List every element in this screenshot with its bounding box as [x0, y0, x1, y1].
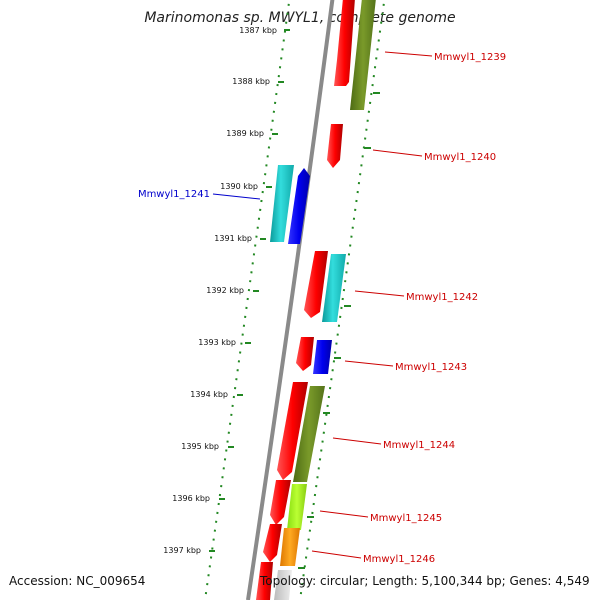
- cds-feature[interactable]: [280, 528, 300, 566]
- cds-feature[interactable]: [293, 386, 325, 482]
- gene-label-1240[interactable]: Mmwyl1_1240: [424, 152, 496, 163]
- gene-labels: Mmwyl1_1239 Mmwyl1_1240 Mmwyl1_1241 Mmwy…: [138, 52, 506, 565]
- cds-feature[interactable]: [296, 337, 314, 371]
- genome-stats-text: Topology: circular; Length: 5,100,344 bp…: [260, 574, 590, 588]
- tick-labels: 1387 kbp 1388 kbp 1389 kbp 1390 kbp 1391…: [163, 26, 277, 555]
- tick-label: 1390 kbp: [220, 182, 258, 191]
- cds-feature[interactable]: [287, 484, 307, 530]
- ruler-ticks: [209, 29, 290, 552]
- cds-feature[interactable]: [334, 0, 355, 86]
- forward-cds-features: [256, 0, 376, 600]
- leader-line: [332, 437, 382, 445]
- leader-line: [311, 550, 362, 559]
- cds-feature[interactable]: [313, 340, 332, 374]
- tick-label: 1395 kbp: [181, 442, 219, 451]
- leader-line: [354, 290, 405, 297]
- map-title: Marinomonas sp. MWYL1, complete genome: [144, 10, 456, 26]
- tick-label: 1387 kbp: [239, 26, 277, 35]
- tick-label: 1391 kbp: [214, 234, 252, 243]
- leader-line: [344, 360, 394, 367]
- accession-text: Accession: NC_009654: [9, 574, 146, 588]
- cds-feature[interactable]: [350, 0, 376, 110]
- tick-label: 1393 kbp: [198, 338, 236, 347]
- cds-feature[interactable]: [288, 168, 310, 244]
- cds-feature[interactable]: [256, 562, 273, 600]
- outer-ticks: [298, 92, 380, 569]
- cds-feature[interactable]: [270, 165, 294, 242]
- ruler-dotted-line: [204, 0, 291, 600]
- outer-dotted-line: [299, 0, 386, 600]
- leader-line: [319, 510, 369, 518]
- cds-feature[interactable]: [322, 254, 346, 322]
- tick-label: 1397 kbp: [163, 546, 201, 555]
- genome-backbone: [246, 0, 335, 600]
- leader-lines: [212, 51, 433, 559]
- cds-feature[interactable]: [263, 524, 282, 562]
- gene-label-1239[interactable]: Mmwyl1_1239: [434, 52, 506, 63]
- tick-label: 1392 kbp: [206, 286, 244, 295]
- cds-feature[interactable]: [304, 251, 328, 318]
- leader-line: [212, 193, 261, 200]
- leader-line: [372, 149, 423, 157]
- tick-label: 1388 kbp: [232, 77, 270, 86]
- leader-line: [384, 51, 433, 57]
- tick-label: 1394 kbp: [190, 390, 228, 399]
- gene-label-1245[interactable]: Mmwyl1_1245: [370, 513, 442, 524]
- cds-feature[interactable]: [327, 124, 343, 168]
- gene-label-1242[interactable]: Mmwyl1_1242: [406, 292, 478, 303]
- gene-label-1246[interactable]: Mmwyl1_1246: [363, 554, 435, 565]
- gene-label-1243[interactable]: Mmwyl1_1243: [395, 362, 467, 373]
- gene-label-1241[interactable]: Mmwyl1_1241: [138, 189, 210, 200]
- tick-label: 1396 kbp: [172, 494, 210, 503]
- gene-label-1244[interactable]: Mmwyl1_1244: [383, 440, 455, 451]
- cds-feature[interactable]: [270, 480, 291, 525]
- cds-feature[interactable]: [274, 570, 292, 600]
- cds-feature[interactable]: [277, 382, 308, 480]
- tick-label: 1389 kbp: [226, 129, 264, 138]
